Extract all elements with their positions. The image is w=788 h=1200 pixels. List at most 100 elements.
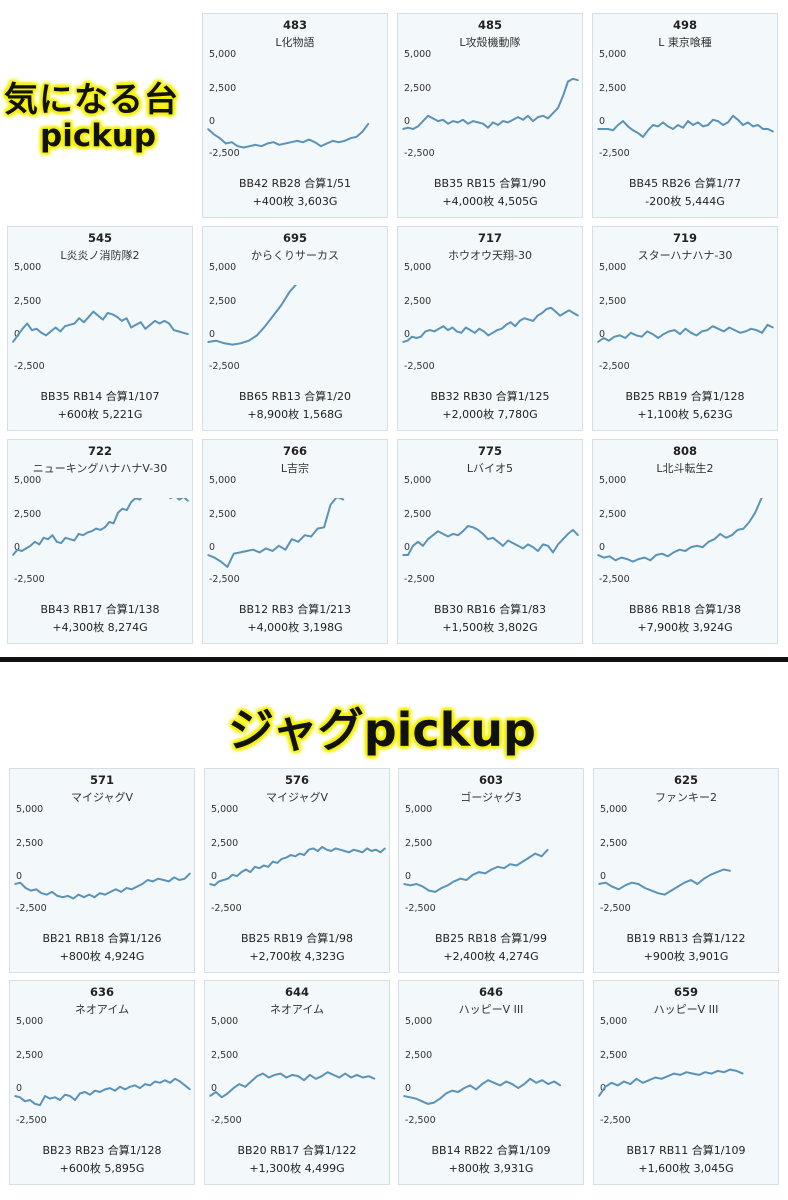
- data-point: [350, 1076, 352, 1079]
- data-point: [532, 320, 534, 322]
- data-point: [182, 332, 185, 334]
- data-point: [342, 498, 345, 501]
- data-point: [603, 556, 605, 559]
- machine-card[interactable]: 722 ニューキングハナハナV-30 5,000 2,500 0 -2,500 BB43 R…: [7, 439, 193, 644]
- data-point: [637, 558, 640, 560]
- data-point: [231, 343, 234, 346]
- data-point: [334, 847, 337, 850]
- data-point: [475, 1088, 477, 1091]
- data-point: [643, 556, 646, 559]
- data-point: [737, 119, 739, 121]
- data-point: [729, 870, 732, 872]
- data-point: [125, 317, 128, 319]
- data-point: [207, 341, 209, 343]
- machine-card[interactable]: 483 L化物語 5,000 2,500 0 -2,500 BB42 RB28 合算1/51…: [202, 13, 388, 218]
- machine-number: 603: [478, 773, 503, 787]
- medal-and-games: +7,900枚 3,924G: [637, 621, 733, 634]
- data-point: [629, 1083, 632, 1085]
- data-point: [572, 78, 574, 80]
- machine-card[interactable]: 625 ファンキー2 5,000 2,500 0 -2,500 BB19 RB13 合算1/…: [593, 768, 779, 973]
- data-point: [717, 120, 719, 122]
- data-point: [472, 526, 474, 529]
- machine-card[interactable]: 808 L北斗転生2 5,000 2,500 0 -2,500 BB86 RB18 合算1/…: [592, 439, 778, 644]
- data-point: [77, 533, 80, 535]
- machine-number: 717: [477, 231, 502, 245]
- data-point: [731, 534, 733, 536]
- data-point: [290, 141, 292, 143]
- data-point: [266, 142, 269, 145]
- data-point: [729, 1068, 731, 1071]
- data-point: [272, 141, 275, 143]
- bonus-stats: BB43 RB17 合算1/138: [40, 603, 160, 616]
- data-point: [742, 1072, 744, 1075]
- data-point: [271, 550, 274, 552]
- data-point: [207, 128, 209, 130]
- data-point: [29, 545, 32, 547]
- data-point: [632, 129, 634, 132]
- data-point: [130, 888, 133, 891]
- machine-card[interactable]: 766 L吉宗 5,000 2,500 0 -2,500 BB12 RB3 合算1/213 +…: [202, 439, 388, 644]
- data-point: [577, 79, 579, 81]
- data-point: [608, 555, 611, 558]
- medal-and-games: +8,900枚 1,568G: [247, 408, 343, 421]
- machine-card[interactable]: 485 L攻殻機動隊 5,000 2,500 0 -2,500 BB35 RB15 合算1/…: [397, 13, 583, 218]
- machine-card[interactable]: 719 スターハナハナ-30 5,000 2,500 0 -2,500 BB25 RB19 …: [592, 226, 778, 431]
- machine-card[interactable]: 545 L炎炎ノ消防隊2 5,000 2,500 0 -2,500 BB35 RB14 合算…: [7, 226, 193, 431]
- data-point: [422, 545, 424, 547]
- data-point: [125, 887, 128, 889]
- data-point: [12, 341, 14, 343]
- data-point: [662, 121, 664, 124]
- machine-card[interactable]: 695 からくりサーカス 5,000 2,500 0 -2,500 BB65 RB13 合算…: [202, 226, 388, 431]
- data-point: [577, 534, 579, 536]
- machine-number: 695: [282, 231, 307, 245]
- y-tick-label: -2,500: [404, 574, 435, 585]
- machine-card[interactable]: 659 ハッピーV III 5,000 2,500 0 -2,500 BB17 RB11 合…: [593, 980, 779, 1185]
- data-point: [226, 1092, 229, 1095]
- data-point: [154, 1080, 156, 1083]
- machine-card[interactable]: 636 ネオアイム 5,000 2,500 0 -2,500 BB23 RB23 合算1/1…: [9, 980, 195, 1185]
- data-point: [642, 136, 644, 138]
- y-tick-label: 2,500: [14, 296, 42, 307]
- machine-card[interactable]: 498 L 東京喰種 5,000 2,500 0 -2,500 BB45 RB26 合算1/…: [592, 13, 778, 218]
- data-point: [406, 339, 409, 342]
- y-tick-label: 5,000: [404, 49, 432, 60]
- data-point: [115, 888, 117, 891]
- series-line: [12, 310, 189, 343]
- data-point: [550, 306, 552, 309]
- data-point: [685, 1071, 688, 1073]
- medal-and-games: +1,300枚 4,499G: [249, 1162, 345, 1175]
- data-point: [434, 891, 437, 893]
- machine-card[interactable]: 576 マイジャグV 5,000 2,500 0 -2,500 BB25 RB19 合算1/…: [204, 768, 390, 973]
- data-point: [500, 328, 503, 330]
- bonus-stats: BB30 RB16 合算1/83: [434, 603, 546, 616]
- data-point: [39, 1104, 41, 1106]
- data-point: [637, 132, 639, 134]
- data-point: [445, 1092, 447, 1095]
- machine-card[interactable]: 646 ハッピーV III 5,000 2,500 0 -2,500 BB14 RB22 合…: [398, 980, 584, 1185]
- data-point: [54, 326, 57, 329]
- series-line: [209, 1071, 376, 1099]
- machine-card[interactable]: 775 Lバイオ5 5,000 2,500 0 -2,500 BB30 RB16 合算1/8…: [397, 439, 583, 644]
- machine-card[interactable]: 644 ネオアイム 5,000 2,500 0 -2,500 BB20 RB17 合算1/1…: [204, 980, 390, 1185]
- data-point: [87, 316, 90, 318]
- medal-and-games: +600枚 5,895G: [59, 1162, 145, 1175]
- data-point: [642, 1082, 644, 1084]
- machine-card[interactable]: 603 ゴージャグ3 5,000 2,500 0 -2,500 BB25 RB18 合算1/…: [398, 768, 584, 973]
- y-tick-label: -2,500: [16, 903, 47, 914]
- data-point: [233, 552, 235, 555]
- machine-name: Lバイオ5: [466, 462, 514, 475]
- data-point: [280, 304, 283, 306]
- machine-card[interactable]: 571 マイジャグV 5,000 2,500 0 -2,500 BB21 RB18 合算1/…: [9, 768, 195, 973]
- data-point: [649, 559, 652, 562]
- data-point: [173, 329, 175, 331]
- data-point: [742, 527, 745, 530]
- data-point: [499, 1084, 501, 1087]
- data-point: [541, 312, 543, 314]
- data-point: [707, 124, 709, 126]
- machine-name: L吉宗: [280, 462, 310, 475]
- machine-card[interactable]: 717 ホウオウ天翔-30 5,000 2,500 0 -2,500 BB32 RB30 合…: [397, 226, 583, 431]
- y-tick-label: 5,000: [16, 1016, 44, 1027]
- y-tick-label: 5,000: [209, 49, 237, 60]
- data-point: [487, 334, 490, 337]
- data-point: [547, 848, 549, 851]
